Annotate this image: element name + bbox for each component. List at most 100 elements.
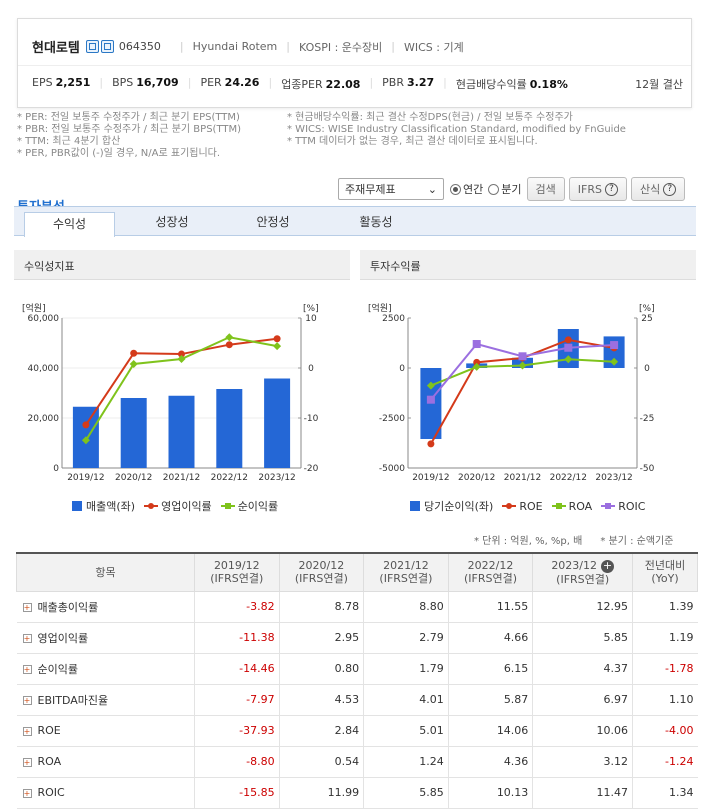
- series-point[interactable]: [273, 342, 282, 351]
- series-point[interactable]: [610, 357, 619, 366]
- note-line: * TTM: 최근 4분기 합산: [17, 136, 121, 147]
- statement-select[interactable]: 주재무제표 ⌄: [338, 178, 444, 200]
- x-tick-label: 2023/12: [595, 473, 632, 483]
- bar[interactable]: [168, 395, 195, 468]
- series-point[interactable]: [177, 355, 186, 364]
- table-cell: 1.79: [363, 653, 449, 685]
- table-row: + ROIC -15.85 11.99 5.85 10.13 11.47 1.34: [16, 777, 698, 809]
- table-cell: 4.01: [363, 684, 449, 716]
- expand-icon[interactable]: +: [22, 726, 32, 736]
- col-header: 2020/12 (IFRS연결): [278, 552, 365, 592]
- series-point[interactable]: [426, 395, 435, 404]
- expand-icon[interactable]: +: [22, 634, 32, 643]
- add-column-icon[interactable]: +: [601, 558, 615, 573]
- annual-radio[interactable]: [450, 183, 461, 195]
- series-point[interactable]: [273, 335, 281, 343]
- x-tick-label: 2020/12: [115, 473, 152, 483]
- ifrs-button[interactable]: IFRS?: [568, 177, 627, 201]
- series-point[interactable]: [472, 340, 481, 349]
- expand-icon[interactable]: +: [22, 788, 32, 798]
- table-cell: 0.80: [278, 653, 364, 685]
- building-icon[interactable]: [100, 40, 114, 53]
- series-point[interactable]: [564, 355, 573, 364]
- tab-activity[interactable]: 활동성: [359, 215, 393, 229]
- series-point[interactable]: [473, 358, 481, 366]
- expand-icon[interactable]: +: [22, 696, 32, 705]
- table-cell: 2.84: [278, 715, 364, 747]
- legend-item[interactable]: ROIC: [601, 500, 645, 513]
- series-point[interactable]: [427, 440, 435, 448]
- left-unit: [억원]: [368, 302, 392, 314]
- table-cell: -11.38: [194, 622, 280, 654]
- series-point[interactable]: [81, 436, 90, 445]
- series-point[interactable]: [178, 350, 185, 358]
- company-header: 현대로템 064350 | Hyundai Rotem | KOSPI : 운수…: [17, 18, 692, 108]
- metric-3: 업종PER 22.08: [281, 78, 361, 91]
- table-cell: 2.79: [363, 622, 449, 654]
- legend-swatch: [144, 501, 159, 511]
- row-label: + ROE: [16, 715, 195, 747]
- row-label: + 매출총이익률: [16, 591, 195, 623]
- table-row: + ROA -8.80 0.54 1.24 4.36 3.12 -1.24: [16, 746, 698, 778]
- profitability-chart: [억원] [%] 60,000 40,000 20,000 0 10 0 -10 -20 2019/…: [22, 302, 319, 483]
- series-point[interactable]: [564, 336, 572, 344]
- table-cell: 2.95: [278, 622, 364, 654]
- bar[interactable]: [264, 378, 291, 469]
- series-point[interactable]: [472, 362, 481, 371]
- series-point[interactable]: [130, 349, 138, 357]
- x-tick-label: 2023/12: [258, 473, 295, 483]
- table-cell: 12.95: [532, 591, 633, 623]
- tab-profitability[interactable]: 수익성: [24, 212, 115, 237]
- series-point[interactable]: [518, 361, 527, 370]
- series-point[interactable]: [225, 341, 233, 349]
- chevron-down-icon: ⌄: [427, 182, 437, 196]
- legend-item[interactable]: ROE: [502, 500, 543, 513]
- series-point[interactable]: [518, 352, 527, 361]
- series-point[interactable]: [225, 333, 234, 342]
- tab-bar: 수익성 성장성 안정성 활동성: [14, 206, 696, 237]
- table-cell: 8.80: [363, 591, 449, 623]
- expand-icon[interactable]: +: [22, 665, 32, 674]
- left-tick-label: 20,000: [28, 414, 60, 424]
- table-cell: 5.01: [363, 715, 449, 747]
- quarter-label: 분기: [501, 183, 522, 196]
- series-point[interactable]: [564, 343, 573, 352]
- tab-stability[interactable]: 안정성: [256, 215, 290, 229]
- right-tick-label: 25: [641, 314, 652, 324]
- help-icon: ?: [663, 182, 677, 196]
- bar[interactable]: [216, 389, 243, 468]
- bar[interactable]: [120, 398, 147, 468]
- home-icon[interactable]: [85, 40, 99, 53]
- series-point[interactable]: [426, 381, 435, 390]
- return-chart: [억원] [%] 2500 0 -2500 -5000 25 0 -25 -50 2019/12 20…: [368, 302, 655, 483]
- series-point[interactable]: [610, 341, 619, 350]
- table-cell: 4.66: [447, 622, 533, 654]
- x-tick-label: 2020/12: [458, 473, 495, 483]
- return-chart-panel: 투자수익률 [억원] [%] 2500 0 -2500 -5000 25 0 -25 -50 201…: [360, 250, 696, 520]
- metric-5: 현금배당수익률 0.18%: [455, 78, 568, 91]
- note-line: * PER, PBR값이 (-)일 경우, N/A로 표기됩니다.: [17, 148, 221, 159]
- series-point[interactable]: [129, 360, 138, 368]
- legend-item[interactable]: 당기순이익(좌): [410, 498, 493, 514]
- legend-item[interactable]: 영업이익률: [144, 498, 212, 514]
- formula-button[interactable]: 산식?: [630, 177, 686, 201]
- left-unit: [억원]: [22, 302, 46, 314]
- note-line: * PBR: 전일 보통주 수정주가 / 최근 분기 BPS(TTM): [17, 124, 242, 135]
- search-button[interactable]: 검색: [526, 177, 565, 201]
- x-tick-label: 2019/12: [412, 473, 449, 483]
- expand-icon[interactable]: +: [22, 603, 32, 612]
- bar[interactable]: [603, 336, 625, 368]
- quarter-radio[interactable]: [488, 183, 500, 195]
- expand-icon[interactable]: +: [22, 757, 32, 767]
- table-cell: 3.12: [532, 746, 633, 778]
- series-point[interactable]: [82, 421, 90, 429]
- table-row: + ROE -37.93 2.84 5.01 14.06 10.06 -4.00: [16, 715, 698, 747]
- col-header: 2019/12 (IFRS연결): [194, 552, 280, 592]
- company-eng-name: Hyundai Rotem: [192, 40, 278, 53]
- x-tick-label: 2019/12: [67, 473, 104, 483]
- tab-growth[interactable]: 성장성: [155, 215, 189, 229]
- legend-item[interactable]: 순이익률: [220, 498, 278, 514]
- legend-item[interactable]: 매출액(좌): [72, 498, 135, 514]
- controls: 주재무제표 ⌄ 연간 분기 검색 IFRS? 산식?: [338, 177, 689, 201]
- legend-item[interactable]: ROA: [551, 500, 592, 513]
